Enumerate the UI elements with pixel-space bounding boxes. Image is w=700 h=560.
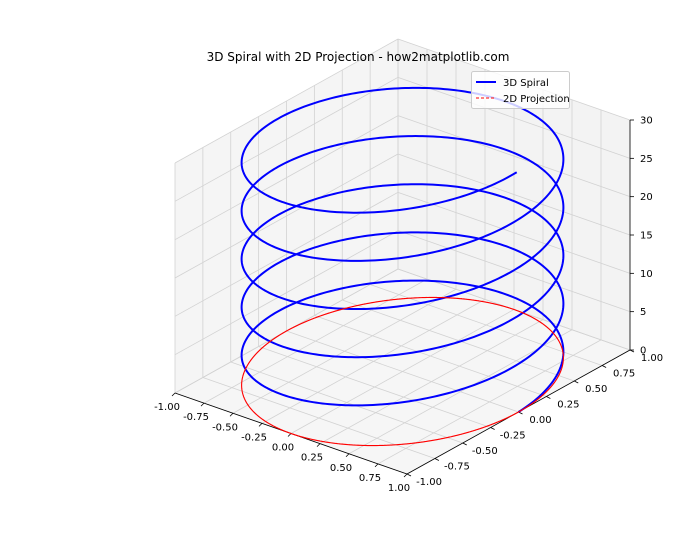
x-tick-mark — [229, 412, 234, 417]
x-tick-label: 1.00 — [388, 483, 410, 494]
legend-box — [471, 71, 570, 109]
legend-label-spiral: 3D Spiral — [503, 78, 549, 89]
z-axis-ticks: 0 5 10 15 20 25 30 — [630, 116, 653, 357]
z-tick-label: 25 — [640, 154, 653, 165]
x-axis-ticks: -1.00-0.75-0.50-0.25 0.00 0.25 0.50 0.75 1.00 — [154, 392, 410, 494]
gridline-z-right — [397, 153, 631, 236]
y-tick-mark — [434, 458, 440, 461]
x-tick-label: 0.50 — [330, 463, 352, 474]
legend-label-projection: 2D Projection — [503, 94, 570, 105]
x-tick-mark — [374, 463, 379, 468]
gridline-z-left — [174, 230, 399, 356]
x-tick-mark — [258, 423, 263, 427]
gridline-y-floor — [258, 346, 491, 428]
y-tick-label: 0.00 — [529, 415, 551, 426]
y-tick-label: 0.25 — [557, 400, 579, 411]
x-tick-label: 0.00 — [272, 443, 294, 454]
y-tick-mark — [490, 427, 495, 430]
series-layer — [240, 86, 565, 447]
y-tick-mark — [406, 473, 412, 477]
x-tick-label: 0.75 — [359, 473, 381, 484]
x-tick-label: -0.50 — [212, 422, 238, 433]
gridline-z-left — [174, 38, 399, 164]
gridline-z-left — [174, 115, 399, 241]
y-tick-label: 1.00 — [641, 353, 663, 364]
x-tick-mark — [316, 443, 321, 447]
y-tick-label: 0.50 — [585, 384, 607, 395]
gridline-z-right — [397, 191, 631, 274]
z-tick-label: 30 — [640, 116, 653, 127]
z-tick-label: 20 — [640, 192, 653, 203]
y-tick-label: 0.75 — [613, 369, 635, 380]
x-tick-mark — [171, 392, 176, 397]
x-tick-label: 0.25 — [301, 453, 323, 464]
y-axis-ticks: -1.00-0.75-0.50-0.250.00 0.25 0.50 0.75 1.00 — [406, 349, 663, 488]
gridline-z-left — [174, 76, 399, 202]
z-tick-label: 15 — [640, 231, 653, 242]
z-tick-label: 5 — [640, 307, 646, 318]
gridline-z-right — [397, 76, 631, 159]
gridline-y-floor — [230, 361, 463, 444]
y-tick-mark — [574, 380, 579, 384]
gridline-y-floor — [342, 299, 575, 382]
chart-title: 3D Spiral with 2D Projection - how2matpl… — [207, 50, 510, 64]
legend: 3D Spiral 2D Projection — [471, 71, 570, 109]
series-line-2d-projection — [241, 296, 564, 447]
y-tick-mark — [462, 442, 467, 446]
y-tick-mark — [546, 396, 551, 399]
gridline-z-left — [174, 153, 399, 279]
series-line-3d-spiral — [240, 86, 565, 413]
x-tick-mark — [200, 402, 205, 407]
gridline-z-right — [397, 115, 631, 198]
x-tick-label: -0.25 — [241, 432, 267, 443]
y-tick-mark — [601, 365, 607, 368]
y-tick-label: -0.25 — [500, 431, 526, 442]
z-tick-label: 10 — [640, 269, 653, 280]
gridline-y-floor — [314, 315, 547, 397]
x-tick-label: -1.00 — [154, 402, 180, 413]
x-tick-label: -0.75 — [183, 412, 209, 423]
y-tick-label: -0.50 — [472, 446, 498, 457]
y-tick-label: -1.00 — [416, 477, 442, 488]
x-tick-mark — [287, 433, 292, 437]
gridline-y-floor — [286, 330, 519, 413]
x-tick-mark — [403, 473, 408, 478]
z-tick-label: 0 — [640, 346, 646, 357]
y-tick-label: -0.75 — [444, 462, 470, 473]
x-tick-mark — [345, 453, 350, 458]
